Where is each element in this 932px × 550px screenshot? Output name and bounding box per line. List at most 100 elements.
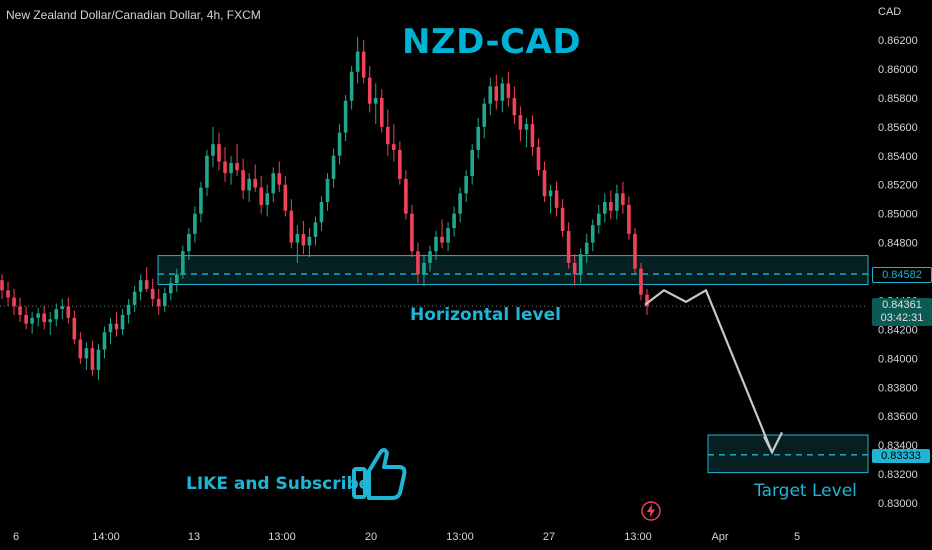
candle-body bbox=[398, 149, 402, 179]
candle-body bbox=[584, 242, 589, 255]
candle-body bbox=[72, 317, 77, 340]
candle-body bbox=[114, 323, 119, 330]
x-tick-label: 5 bbox=[794, 531, 800, 543]
candle-body bbox=[470, 149, 474, 177]
candle-body bbox=[247, 178, 251, 191]
candle-body bbox=[241, 170, 245, 191]
candle-body bbox=[168, 283, 173, 294]
y-tick-label: 0.84800 bbox=[878, 238, 918, 250]
y-tick-label: 0.85000 bbox=[878, 209, 918, 221]
candle-body bbox=[156, 298, 161, 307]
candle-body bbox=[627, 204, 631, 234]
candle-body bbox=[126, 304, 131, 315]
candle-body bbox=[313, 222, 318, 237]
candle-body bbox=[187, 233, 191, 252]
candle-body bbox=[120, 314, 125, 330]
lightning-icon[interactable] bbox=[641, 501, 661, 521]
candle-body bbox=[422, 262, 426, 275]
horizontal-level-label: Horizontal level bbox=[410, 305, 561, 325]
candle-body bbox=[132, 291, 137, 305]
candle-body bbox=[211, 144, 215, 156]
y-tick-label: 0.83200 bbox=[878, 469, 918, 481]
target-price-tag: 0.83333 bbox=[872, 449, 930, 463]
candle-body bbox=[349, 71, 354, 101]
candle-body bbox=[609, 202, 613, 211]
candle-body bbox=[524, 123, 529, 130]
candle-body bbox=[464, 176, 468, 194]
candle-body bbox=[229, 162, 233, 174]
candle-body bbox=[102, 332, 107, 350]
candle-body bbox=[235, 162, 239, 171]
candle-body bbox=[392, 144, 396, 150]
projection-arrowhead bbox=[763, 431, 783, 455]
candle-body bbox=[150, 288, 155, 299]
candle-body bbox=[452, 213, 456, 229]
x-tick-label: 13:00 bbox=[446, 531, 474, 543]
candle-body bbox=[446, 228, 450, 243]
candle-body bbox=[596, 213, 601, 226]
candle-body bbox=[325, 178, 330, 203]
candle-body bbox=[482, 103, 487, 127]
candle-body bbox=[175, 274, 179, 284]
candle-body bbox=[488, 86, 493, 104]
candle-body bbox=[355, 51, 360, 72]
level-price-tag: 0.84582 bbox=[872, 267, 932, 283]
candle-body bbox=[66, 306, 71, 318]
x-tick-label: 6 bbox=[13, 531, 19, 543]
candle-body bbox=[265, 193, 270, 205]
current-price-tag: 0.84361 03:42:31 bbox=[872, 298, 932, 326]
candle-body bbox=[181, 251, 185, 275]
projection-path bbox=[644, 288, 774, 453]
candle-body bbox=[108, 323, 113, 333]
candle-body bbox=[205, 155, 209, 188]
candle-body bbox=[518, 115, 523, 130]
y-tick-label: 0.84200 bbox=[878, 324, 918, 336]
candle-body bbox=[548, 190, 553, 197]
candle-body bbox=[96, 349, 101, 370]
candle-body bbox=[494, 86, 499, 101]
candle-body bbox=[162, 293, 167, 307]
candle-body bbox=[603, 202, 607, 214]
chart-title: NZD-CAD bbox=[402, 22, 582, 62]
x-tick-label: 13:00 bbox=[624, 531, 652, 543]
candle-body bbox=[440, 236, 444, 243]
currency-label: CAD bbox=[878, 6, 902, 18]
candle-body bbox=[283, 184, 288, 211]
candle-body bbox=[434, 236, 438, 252]
y-tick-label: 0.86000 bbox=[878, 64, 918, 76]
y-tick-label: 0.85200 bbox=[878, 180, 918, 192]
candle-body bbox=[512, 97, 517, 116]
candle-body bbox=[373, 97, 378, 104]
candle-body bbox=[307, 236, 312, 246]
candle-body bbox=[385, 126, 390, 145]
candle-body bbox=[404, 178, 408, 214]
candle-body bbox=[319, 202, 324, 223]
candle-body bbox=[138, 280, 143, 292]
candle-body bbox=[259, 187, 264, 205]
candle-body bbox=[621, 193, 625, 205]
x-tick-label: 13 bbox=[188, 531, 200, 543]
candle-body bbox=[30, 317, 34, 324]
candle-body bbox=[271, 173, 276, 194]
candle-body bbox=[253, 178, 257, 188]
candle-body bbox=[199, 187, 203, 214]
candle-body bbox=[54, 309, 59, 320]
candle-body bbox=[615, 193, 619, 211]
candle-body bbox=[193, 213, 197, 234]
candle-body bbox=[42, 313, 46, 323]
x-tick-label: 27 bbox=[543, 531, 555, 543]
candle-body bbox=[500, 83, 505, 101]
candle-body bbox=[416, 251, 420, 275]
like-subscribe-text: LIKE and Subscribe bbox=[186, 474, 371, 494]
candle-body bbox=[223, 161, 227, 174]
candle-body bbox=[84, 348, 89, 359]
candle-body bbox=[458, 193, 462, 214]
y-tick-label: 0.84000 bbox=[878, 353, 918, 365]
candle-body bbox=[277, 173, 282, 185]
candle-body bbox=[554, 190, 559, 208]
y-tick-label: 0.83000 bbox=[878, 498, 918, 510]
candle-countdown: 03:42:31 bbox=[880, 312, 924, 324]
candle-body bbox=[12, 297, 16, 307]
candle-body bbox=[590, 225, 595, 243]
